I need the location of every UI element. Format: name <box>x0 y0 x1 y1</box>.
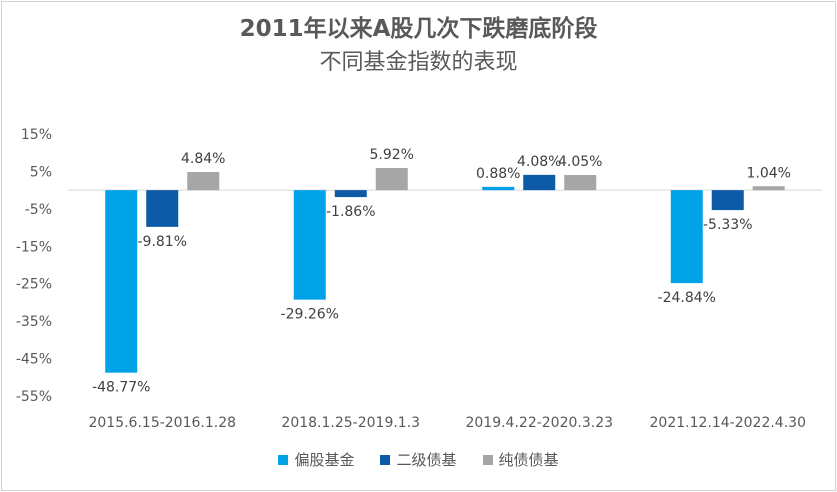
legend-item-1: 二级债基 <box>380 449 457 470</box>
data-label: 0.88% <box>476 166 520 182</box>
legend: 偏股基金 二级债基 纯债债基 <box>0 449 837 470</box>
bar <box>482 186 515 191</box>
bar <box>670 190 703 284</box>
data-label: 4.05% <box>558 154 602 170</box>
y-tick-label: -5% <box>25 202 52 218</box>
data-label: -29.26% <box>281 307 339 323</box>
bar <box>564 174 597 191</box>
data-label: -1.86% <box>326 204 376 220</box>
y-tick-label: -35% <box>16 314 52 330</box>
chart-title: 2011年以来A股几次下跌磨底阶段 不同基金指数的表现 <box>0 12 837 80</box>
y-tick-label: -15% <box>16 239 52 255</box>
data-label: 4.84% <box>181 151 225 167</box>
y-tick-label: -45% <box>16 352 52 368</box>
data-label: -9.81% <box>137 234 187 250</box>
bar <box>293 190 326 300</box>
x-tick-label: 2015.6.15-2016.1.28 <box>88 415 236 431</box>
y-tick-label: -25% <box>16 277 52 293</box>
legend-label-0: 偏股基金 <box>294 451 355 469</box>
data-label: -48.77% <box>92 380 150 396</box>
legend-label-2: 纯债债基 <box>498 451 559 469</box>
legend-label-1: 二级债基 <box>396 451 457 469</box>
y-tick-label: 15% <box>21 127 52 143</box>
bar <box>146 190 179 227</box>
legend-swatch-0 <box>278 454 289 465</box>
x-tick-label: 2021.12.14-2022.4.30 <box>650 415 806 431</box>
legend-item-2: 纯债债基 <box>482 449 559 470</box>
bar <box>523 174 556 191</box>
bar <box>105 190 138 373</box>
bar <box>334 190 367 198</box>
chart-title-line1: 2011年以来A股几次下跌磨底阶段 <box>239 16 598 42</box>
legend-item-0: 偏股基金 <box>278 449 354 470</box>
legend-swatch-2 <box>482 454 493 465</box>
chart-title-line2: 不同基金指数的表现 <box>319 50 518 75</box>
bar <box>375 167 408 191</box>
legend-swatch-1 <box>380 454 391 465</box>
bar <box>752 186 785 191</box>
data-label: -24.84% <box>658 290 716 306</box>
data-label: -5.33% <box>703 217 753 233</box>
bar <box>711 190 744 211</box>
data-label: 4.08% <box>517 154 561 170</box>
y-tick-label: 5% <box>30 164 52 180</box>
bar <box>187 172 220 191</box>
y-tick-label: -55% <box>16 389 52 405</box>
data-label: 5.92% <box>370 147 414 163</box>
data-label: 1.04% <box>747 165 791 181</box>
x-tick-label: 2019.4.22-2020.3.23 <box>465 415 613 431</box>
x-tick-label: 2018.1.25-2019.1.3 <box>281 415 420 431</box>
